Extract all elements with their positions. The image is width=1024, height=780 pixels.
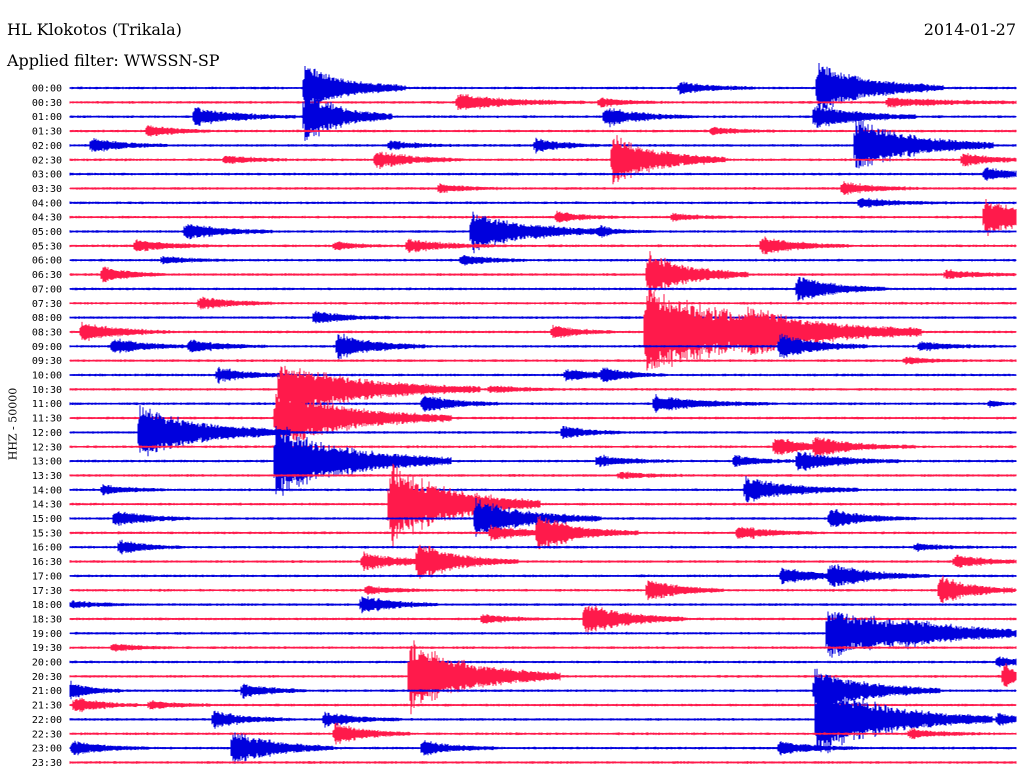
row-time-label: 01:30 (32, 127, 62, 138)
row-time-label: 03:00 (32, 170, 62, 181)
trace-row (69, 515, 1017, 550)
trace-row (69, 236, 1017, 255)
row-time-label: 09:00 (32, 342, 62, 353)
trace-row (69, 564, 1017, 587)
row-time-label: 19:30 (32, 643, 62, 654)
trace-row (69, 181, 1017, 195)
trace-row (69, 697, 1017, 713)
row-time-label: 19:00 (32, 629, 62, 640)
trace-row (69, 167, 1017, 181)
row-time-label: 12:00 (32, 428, 62, 439)
trace-row (69, 640, 1017, 715)
row-time-label: 14:30 (32, 500, 62, 511)
trace-row (69, 291, 1017, 371)
trace-row (69, 356, 1017, 365)
row-time-label: 08:30 (32, 327, 62, 338)
trace-row (69, 310, 1017, 324)
row-time-label: 06:30 (32, 270, 62, 281)
row-time-label: 20:30 (32, 672, 62, 683)
trace-row (69, 87, 1017, 141)
trace-row (69, 426, 1017, 496)
date-label: 2014-01-27 (923, 20, 1016, 39)
row-time-label: 23:30 (32, 758, 62, 769)
trace-row (69, 732, 1017, 764)
trace-row (69, 197, 1017, 208)
trace-row (69, 437, 1017, 457)
row-time-label: 11:00 (32, 399, 62, 410)
trace-row (69, 668, 1017, 713)
row-time-label: 04:00 (32, 198, 62, 209)
row-time-label: 10:30 (32, 385, 62, 396)
trace-row (69, 596, 1017, 614)
trace-row (69, 94, 1017, 110)
row-time-label: 13:00 (32, 457, 62, 468)
row-time-label: 17:00 (32, 571, 62, 582)
trace-row (69, 277, 1017, 301)
trace-row (69, 611, 1017, 658)
trace-row (69, 544, 1017, 579)
row-time-label: 22:00 (32, 715, 62, 726)
row-time-label: 07:30 (32, 299, 62, 310)
row-time-label: 06:00 (32, 256, 62, 267)
trace-row (69, 63, 1017, 111)
trace-row (69, 365, 1017, 416)
row-time-label: 17:30 (32, 586, 62, 597)
row-time-label: 07:00 (32, 284, 62, 295)
row-time-label: 21:00 (32, 686, 62, 697)
trace-row (69, 605, 1017, 635)
row-time-label: 18:00 (32, 600, 62, 611)
trace-row (69, 539, 1017, 555)
trace-row (69, 684, 1017, 754)
row-time-label: 02:30 (32, 155, 62, 166)
row-time-label: 21:30 (32, 701, 62, 712)
row-time-label: 05:00 (32, 227, 62, 238)
row-time-label: 02:00 (32, 141, 62, 152)
row-time-label: 03:30 (32, 184, 62, 195)
trace-row (69, 394, 1017, 413)
trace-row (69, 296, 1017, 310)
station-title: HL Klokotos (Trikala) (7, 20, 182, 39)
trace-row (69, 125, 1017, 137)
trace-row (69, 366, 1017, 384)
trace-row (69, 722, 1017, 745)
row-time-label: 23:00 (32, 744, 62, 755)
row-time-label: 15:00 (32, 514, 62, 525)
trace-row (69, 116, 1017, 169)
trace-row (69, 135, 1017, 185)
row-time-label: 00:30 (32, 98, 62, 109)
filter-label: Applied filter: WWSSN-SP (7, 51, 220, 70)
row-time-label: 01:00 (32, 112, 62, 123)
trace-row (69, 255, 1017, 266)
row-time-label: 00:00 (32, 84, 62, 95)
row-time-label: 09:30 (32, 356, 62, 367)
row-time-label: 05:30 (32, 241, 62, 252)
row-time-label: 15:30 (32, 528, 62, 539)
row-time-label: 22:30 (32, 729, 62, 740)
trace-row (69, 471, 1017, 480)
row-time-label: 08:00 (32, 313, 62, 324)
trace-row (69, 476, 1017, 503)
row-time-label: 11:30 (32, 414, 62, 425)
trace-row (69, 391, 1017, 448)
trace-row (69, 199, 1017, 236)
trace-row (69, 656, 1017, 668)
trace-row (69, 251, 1017, 297)
trace-row (69, 333, 1017, 360)
row-time-label: 16:30 (32, 557, 62, 568)
trace-row (69, 498, 1017, 537)
trace-row (69, 643, 1017, 652)
trace-row (69, 211, 1017, 254)
row-time-label: 16:00 (32, 543, 62, 554)
trace-row (69, 463, 1017, 547)
row-time-label: 20:00 (32, 658, 62, 669)
row-time-label: 10:00 (32, 371, 62, 382)
row-time-label: 13:30 (32, 471, 62, 482)
row-time-label: 18:30 (32, 614, 62, 625)
row-time-label: 12:30 (32, 442, 62, 453)
row-time-label: 04:30 (32, 213, 62, 224)
trace-row (69, 761, 1017, 764)
row-time-label: 14:00 (32, 485, 62, 496)
trace-row (69, 575, 1017, 603)
